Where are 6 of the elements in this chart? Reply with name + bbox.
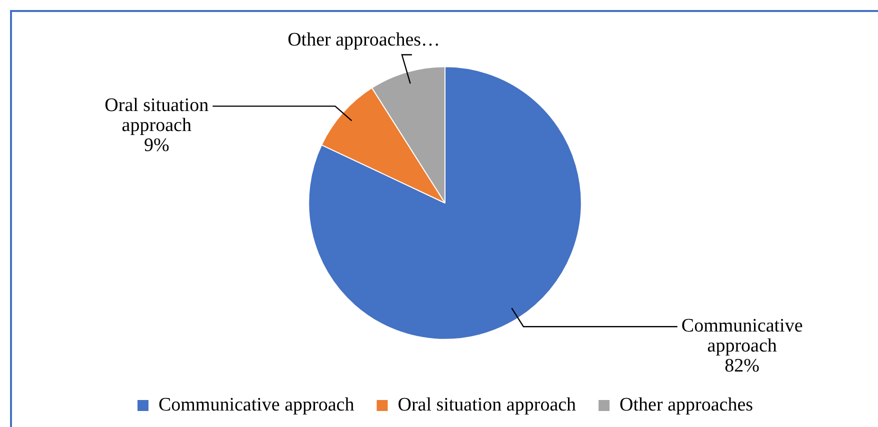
data-label: Oral situation approach 9% — [104, 95, 210, 156]
legend-label: Oral situation approach — [398, 394, 577, 416]
data-label: Communicative approach 82% — [681, 316, 803, 377]
legend-label: Other approaches — [620, 394, 754, 416]
data-label: Other approaches… — [288, 30, 440, 51]
legend-label: Communicative approach — [158, 394, 355, 416]
